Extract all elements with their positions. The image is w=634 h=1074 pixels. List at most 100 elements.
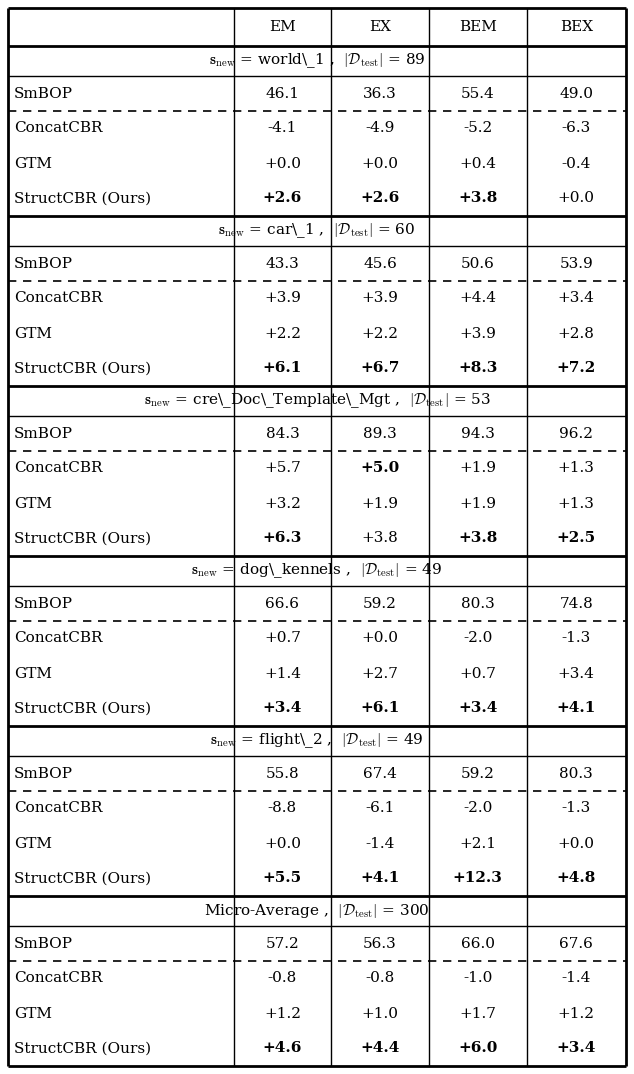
Text: +0.7: +0.7 — [459, 667, 496, 681]
Text: +0.0: +0.0 — [361, 632, 399, 645]
Text: ConcatCBR: ConcatCBR — [14, 121, 103, 135]
Text: -6.3: -6.3 — [562, 121, 591, 135]
Text: GTM: GTM — [14, 837, 52, 851]
Text: +1.3: +1.3 — [558, 462, 595, 476]
Text: +3.4: +3.4 — [558, 291, 595, 305]
Text: +6.1: +6.1 — [262, 362, 302, 376]
Text: 67.4: 67.4 — [363, 767, 397, 781]
Text: +4.8: +4.8 — [557, 871, 596, 885]
Text: -0.4: -0.4 — [562, 157, 591, 171]
Text: +3.4: +3.4 — [458, 701, 497, 715]
Text: 43.3: 43.3 — [266, 257, 299, 271]
Text: +4.6: +4.6 — [262, 1042, 302, 1056]
Text: 45.6: 45.6 — [363, 257, 397, 271]
Text: -4.1: -4.1 — [268, 121, 297, 135]
Text: +0.0: +0.0 — [558, 837, 595, 851]
Text: EX: EX — [369, 20, 391, 34]
Text: +0.4: +0.4 — [459, 157, 496, 171]
Text: 56.3: 56.3 — [363, 937, 397, 950]
Text: 55.8: 55.8 — [266, 767, 299, 781]
Text: -1.3: -1.3 — [562, 632, 591, 645]
Text: -8.8: -8.8 — [268, 801, 297, 815]
Text: +12.3: +12.3 — [453, 871, 503, 885]
Text: ConcatCBR: ConcatCBR — [14, 801, 103, 815]
Text: +3.8: +3.8 — [458, 532, 497, 546]
Text: 36.3: 36.3 — [363, 87, 397, 101]
Text: -1.0: -1.0 — [463, 972, 493, 986]
Text: $\mathbf{s}_{\mathrm{new}}$ = car\_1 ,  $|\mathcal{D}_{\mathrm{test}}|$ = 60: $\mathbf{s}_{\mathrm{new}}$ = car\_1 , $… — [218, 221, 416, 241]
Text: +2.5: +2.5 — [557, 532, 596, 546]
Text: 84.3: 84.3 — [266, 426, 299, 440]
Text: $\mathbf{s}_{\mathrm{new}}$ = dog\_kennels ,  $|\mathcal{D}_{\mathrm{test}}|$ = : $\mathbf{s}_{\mathrm{new}}$ = dog\_kenne… — [191, 562, 443, 580]
Text: ConcatCBR: ConcatCBR — [14, 972, 103, 986]
Text: 49.0: 49.0 — [559, 87, 593, 101]
Text: +4.1: +4.1 — [557, 701, 596, 715]
Text: +3.8: +3.8 — [458, 191, 497, 205]
Text: -1.4: -1.4 — [562, 972, 591, 986]
Text: +2.7: +2.7 — [361, 667, 399, 681]
Text: StructCBR (Ours): StructCBR (Ours) — [14, 191, 151, 205]
Text: -0.8: -0.8 — [268, 972, 297, 986]
Text: SmBOP: SmBOP — [14, 87, 73, 101]
Text: +2.2: +2.2 — [361, 326, 399, 340]
Text: -1.4: -1.4 — [365, 837, 395, 851]
Text: +0.7: +0.7 — [264, 632, 301, 645]
Text: 55.4: 55.4 — [461, 87, 495, 101]
Text: 57.2: 57.2 — [266, 937, 299, 950]
Text: +6.1: +6.1 — [360, 701, 399, 715]
Text: +0.0: +0.0 — [264, 837, 301, 851]
Text: +6.3: +6.3 — [262, 532, 302, 546]
Text: +1.9: +1.9 — [459, 496, 496, 510]
Text: SmBOP: SmBOP — [14, 767, 73, 781]
Text: StructCBR (Ours): StructCBR (Ours) — [14, 871, 151, 885]
Text: +0.0: +0.0 — [361, 157, 399, 171]
Text: +3.4: +3.4 — [262, 701, 302, 715]
Text: +5.5: +5.5 — [263, 871, 302, 885]
Text: +0.0: +0.0 — [558, 191, 595, 205]
Text: +2.6: +2.6 — [262, 191, 302, 205]
Text: +5.7: +5.7 — [264, 462, 301, 476]
Text: +2.6: +2.6 — [360, 191, 399, 205]
Text: GTM: GTM — [14, 157, 52, 171]
Text: +6.7: +6.7 — [360, 362, 399, 376]
Text: ConcatCBR: ConcatCBR — [14, 291, 103, 305]
Text: 53.9: 53.9 — [559, 257, 593, 271]
Text: +3.4: +3.4 — [557, 1042, 596, 1056]
Text: +1.2: +1.2 — [264, 1006, 301, 1020]
Text: -4.9: -4.9 — [365, 121, 395, 135]
Text: -6.1: -6.1 — [365, 801, 395, 815]
Text: -5.2: -5.2 — [463, 121, 493, 135]
Text: -2.0: -2.0 — [463, 632, 493, 645]
Text: +1.9: +1.9 — [361, 496, 399, 510]
Text: 59.2: 59.2 — [363, 596, 397, 610]
Text: 94.3: 94.3 — [461, 426, 495, 440]
Text: 96.2: 96.2 — [559, 426, 593, 440]
Text: 80.3: 80.3 — [559, 767, 593, 781]
Text: +3.9: +3.9 — [459, 326, 496, 340]
Text: 46.1: 46.1 — [266, 87, 299, 101]
Text: GTM: GTM — [14, 667, 52, 681]
Text: GTM: GTM — [14, 326, 52, 340]
Text: SmBOP: SmBOP — [14, 596, 73, 610]
Text: 66.0: 66.0 — [461, 937, 495, 950]
Text: $\mathbf{s}_{\mathrm{new}}$ = cre\_Doc\_Template\_Mgt ,  $|\mathcal{D}_{\mathrm{: $\mathbf{s}_{\mathrm{new}}$ = cre\_Doc\_… — [143, 392, 491, 410]
Text: ConcatCBR: ConcatCBR — [14, 632, 103, 645]
Text: +1.2: +1.2 — [558, 1006, 595, 1020]
Text: -0.8: -0.8 — [365, 972, 394, 986]
Text: +4.1: +4.1 — [360, 871, 399, 885]
Text: EM: EM — [269, 20, 296, 34]
Text: +1.3: +1.3 — [558, 496, 595, 510]
Text: +0.0: +0.0 — [264, 157, 301, 171]
Text: GTM: GTM — [14, 1006, 52, 1020]
Text: +3.9: +3.9 — [264, 291, 301, 305]
Text: 67.6: 67.6 — [559, 937, 593, 950]
Text: +2.8: +2.8 — [558, 326, 595, 340]
Text: SmBOP: SmBOP — [14, 426, 73, 440]
Text: -1.3: -1.3 — [562, 801, 591, 815]
Text: +8.3: +8.3 — [458, 362, 497, 376]
Text: 66.6: 66.6 — [266, 596, 299, 610]
Text: +3.9: +3.9 — [361, 291, 399, 305]
Text: +2.2: +2.2 — [264, 326, 301, 340]
Text: +4.4: +4.4 — [459, 291, 496, 305]
Text: +1.7: +1.7 — [459, 1006, 496, 1020]
